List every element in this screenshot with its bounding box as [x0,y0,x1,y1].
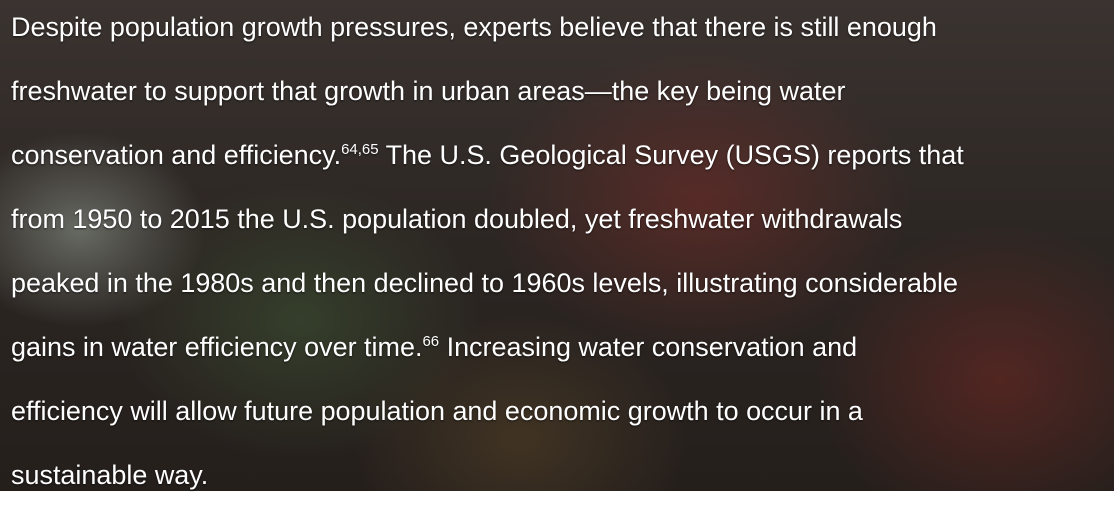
text-line: gains in water efficiency over time.66 I… [11,315,1109,379]
text-run: peaked in the 1980s and then declined to… [11,268,958,298]
text-line: Despite population growth pressures, exp… [11,0,1109,59]
text-line: efficiency will allow future population … [11,379,1109,443]
text-line: peaked in the 1980s and then declined to… [11,251,1109,315]
text-run: freshwater to support that growth in urb… [11,76,846,106]
text-run: Increasing water conservation and [439,332,858,362]
text-line: conservation and efficiency.64,65 The U.… [11,123,1109,187]
paragraph: Despite population growth pressures, exp… [11,0,1111,507]
text-line: from 1950 to 2015 the U.S. population do… [11,187,1109,251]
page: Despite population growth pressures, exp… [0,0,1114,491]
text-line: sustainable way. [11,443,1109,507]
text-run: efficiency will allow future population … [11,396,863,426]
background-image [0,0,1114,491]
citation: 64,65 [341,141,379,158]
text-run: conservation and efficiency. [11,140,342,170]
citation: 66 [422,333,440,350]
text-run: The U.S. Geological Survey (USGS) report… [378,140,964,170]
text-run: Despite population growth pressures, exp… [11,12,937,42]
text-run: gains in water efficiency over time. [11,332,423,362]
text-run: from 1950 to 2015 the U.S. population do… [11,204,903,234]
text-line: freshwater to support that growth in urb… [11,59,1109,123]
text-run: sustainable way. [11,460,209,490]
